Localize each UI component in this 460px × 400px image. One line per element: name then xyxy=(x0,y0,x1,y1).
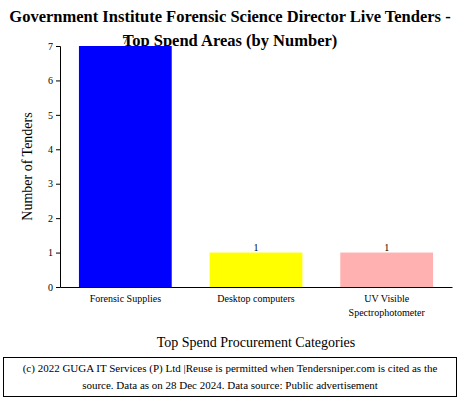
y-tick-mark xyxy=(56,46,60,47)
y-tick: 7 xyxy=(48,41,60,52)
y-tick-mark xyxy=(56,80,60,81)
data-label: 1 xyxy=(384,242,389,253)
y-tick-mark xyxy=(56,218,60,219)
y-tick-label: 4 xyxy=(48,144,53,155)
footer: (c) 2022 GUGA IT Services (P) Ltd |Reuse… xyxy=(23,362,438,391)
y-tick-label: 5 xyxy=(48,110,53,121)
y-tick: 1 xyxy=(48,247,60,258)
title: Government Institute Forensic Science Di… xyxy=(9,7,450,50)
y-axis: 0 1 2 3 4 5 6 7 xyxy=(48,41,61,293)
bar xyxy=(340,253,433,287)
y-tick-label: 7 xyxy=(48,41,53,52)
y-tick-mark xyxy=(56,115,60,116)
y-tick: 3 xyxy=(48,178,60,189)
bar xyxy=(210,253,303,287)
y-tick-label: 1 xyxy=(48,247,53,258)
y-tick: 2 xyxy=(48,213,60,224)
bar xyxy=(79,46,172,287)
data-label: 7 xyxy=(123,35,128,46)
data-labels: 7 1 1 xyxy=(123,35,389,253)
y-axis-line xyxy=(56,47,61,288)
y-tick-label: 6 xyxy=(48,75,53,86)
y-tick-mark xyxy=(56,253,60,254)
x-axis-line xyxy=(61,287,453,288)
y-tick: 0 xyxy=(48,282,60,293)
y-tick: 4 xyxy=(48,144,60,155)
footer-box xyxy=(4,358,457,397)
x-tick-label: UV VisibleSpectrophotometer xyxy=(349,293,426,318)
x-tick-label: Desktop computers xyxy=(217,293,295,304)
y-tick-label: 2 xyxy=(48,213,53,224)
x-axis: Forensic Supplies Desktop computers UV Vis… xyxy=(61,287,453,318)
y-tick-mark xyxy=(56,184,60,185)
chart: Government Institute Forensic Science Di… xyxy=(0,0,460,400)
x-axis-title: Top Spend Procurement Categories xyxy=(157,335,355,350)
y-tick-mark xyxy=(56,149,60,150)
y-tick-mark xyxy=(56,287,60,288)
y-axis-title: Number of Tenders xyxy=(20,112,35,220)
data-label: 1 xyxy=(254,242,259,253)
background xyxy=(0,0,460,400)
y-tick: 5 xyxy=(48,110,60,121)
y-tick: 6 xyxy=(48,75,60,86)
x-tick: UV VisibleSpectrophotometer xyxy=(349,287,426,318)
x-tick: Forensic Supplies xyxy=(90,287,161,304)
y-tick-label: 3 xyxy=(48,178,53,189)
y-tick-label: 0 xyxy=(48,282,53,293)
x-tick-label: Forensic Supplies xyxy=(90,293,161,304)
x-tick: Desktop computers xyxy=(217,287,295,304)
bars xyxy=(79,46,433,287)
